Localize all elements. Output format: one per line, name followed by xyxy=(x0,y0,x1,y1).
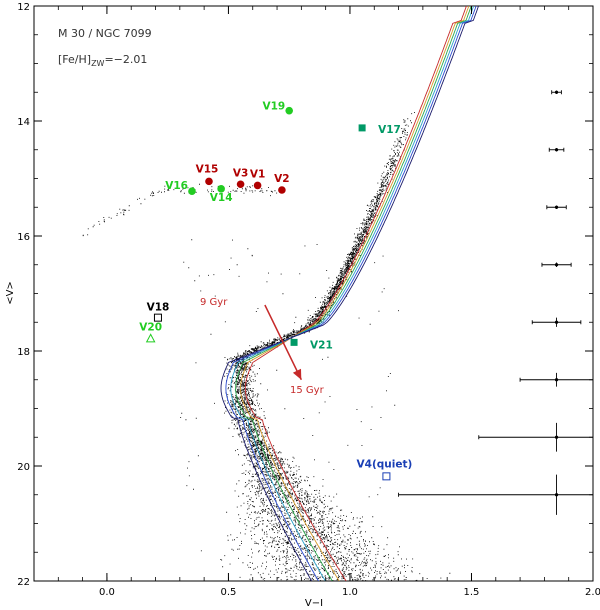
age-arrow xyxy=(264,304,303,381)
error-bar xyxy=(551,90,562,95)
x-tick-label: 1.0 xyxy=(342,587,358,598)
age-arrow-head xyxy=(292,368,302,380)
variable-label: V15 xyxy=(196,163,219,175)
star-field xyxy=(82,112,451,581)
variable-stars: V1 V2 V3 V15 V14 V16 V19 V17 V21 V18 V20 V4(quiet) xyxy=(139,101,413,481)
variable-star: V21 xyxy=(290,338,333,351)
isochrone-curves xyxy=(220,6,479,581)
variable-label: V1 xyxy=(250,168,265,180)
variable-marker xyxy=(382,472,391,481)
variable-label: V3 xyxy=(233,167,248,179)
error-bar-point xyxy=(554,148,559,152)
variable-star: V18 xyxy=(147,302,170,322)
error-bar xyxy=(531,317,582,327)
isochrone-line xyxy=(235,6,472,581)
variable-star: V20 xyxy=(139,321,162,343)
variable-marker xyxy=(290,338,298,346)
variable-marker xyxy=(205,177,213,186)
variable-label: V18 xyxy=(147,302,170,314)
isochrone-line xyxy=(230,6,475,581)
axis-ticks: 0.0 0.5 1.0 1.5 2.0 12 14 16 18 20 22 xyxy=(17,2,600,598)
error-bar xyxy=(546,205,567,210)
variable-label: V14 xyxy=(210,192,233,204)
y-axis-label: <V> xyxy=(5,281,16,305)
variable-marker xyxy=(358,124,366,132)
x-tick-label: 1.5 xyxy=(464,587,480,598)
variable-star: V2 xyxy=(274,173,290,194)
isochrone-line xyxy=(244,6,467,581)
error-bar-point xyxy=(554,205,559,209)
age-arrow-shaft xyxy=(264,304,303,381)
variable-star: V19 xyxy=(262,101,293,115)
x-axis-label: V−I xyxy=(305,598,323,609)
variable-marker xyxy=(188,187,196,195)
y-tick-label: 14 xyxy=(17,117,30,128)
metallicity-value: =−2.01 xyxy=(104,53,147,66)
metallicity-sub: ZW xyxy=(91,59,104,68)
variable-marker xyxy=(285,106,293,115)
variable-label: V16 xyxy=(165,180,188,192)
x-tick-label: 0.0 xyxy=(99,587,115,598)
y-tick-label: 12 xyxy=(17,2,30,13)
age-young-label: 9 Gyr xyxy=(200,297,228,308)
metallicity-label: [Fe/H]ZW=−2.01 xyxy=(58,53,147,68)
error-bar-point xyxy=(554,90,559,94)
error-bar-point xyxy=(554,320,559,324)
y-tick-label: 16 xyxy=(17,232,30,243)
variable-star: V1 xyxy=(250,168,265,190)
variable-star: V17 xyxy=(358,124,401,136)
age-old-label: 15 Gyr xyxy=(290,385,325,396)
variable-marker xyxy=(145,333,156,343)
variable-marker xyxy=(253,181,262,190)
variable-star: V3 xyxy=(233,167,248,189)
error-bar xyxy=(398,474,593,515)
isochrone-line xyxy=(240,6,470,581)
variable-star: V15 xyxy=(196,163,219,186)
metallicity-base: [Fe/H] xyxy=(58,53,91,66)
variable-star: V14 xyxy=(210,185,233,204)
y-tick-label: 18 xyxy=(17,347,30,358)
variable-star: V16 xyxy=(165,180,196,195)
variable-label: V2 xyxy=(274,173,289,185)
error-bar xyxy=(519,372,593,387)
variable-marker xyxy=(236,180,245,189)
y-tick-label: 20 xyxy=(17,462,30,473)
variable-label: V17 xyxy=(378,124,401,136)
isochrone-line xyxy=(220,6,479,581)
variable-label: V19 xyxy=(262,101,285,113)
variable-label: V21 xyxy=(310,339,333,351)
cluster-label: M 30 / NGC 7099 xyxy=(58,27,152,40)
variable-marker xyxy=(217,185,225,193)
variable-label: V20 xyxy=(139,321,162,333)
x-tick-label: 0.5 xyxy=(220,587,236,598)
variable-marker xyxy=(153,313,162,322)
variable-label: V4(quiet) xyxy=(357,458,413,470)
variable-marker xyxy=(278,186,286,194)
variable-star: V4(quiet) xyxy=(357,458,413,481)
star-points xyxy=(82,112,451,581)
error-bars xyxy=(398,90,593,515)
x-tick-label: 2.0 xyxy=(585,587,600,598)
isochrone-line xyxy=(225,6,477,581)
error-bar-point xyxy=(554,493,559,497)
error-bar-point xyxy=(554,435,559,439)
error-bar xyxy=(478,422,593,452)
error-bar xyxy=(541,262,572,268)
error-bar xyxy=(548,147,565,152)
error-bar-point xyxy=(554,263,559,267)
error-bar-point xyxy=(554,378,559,382)
y-tick-label: 22 xyxy=(17,577,30,588)
